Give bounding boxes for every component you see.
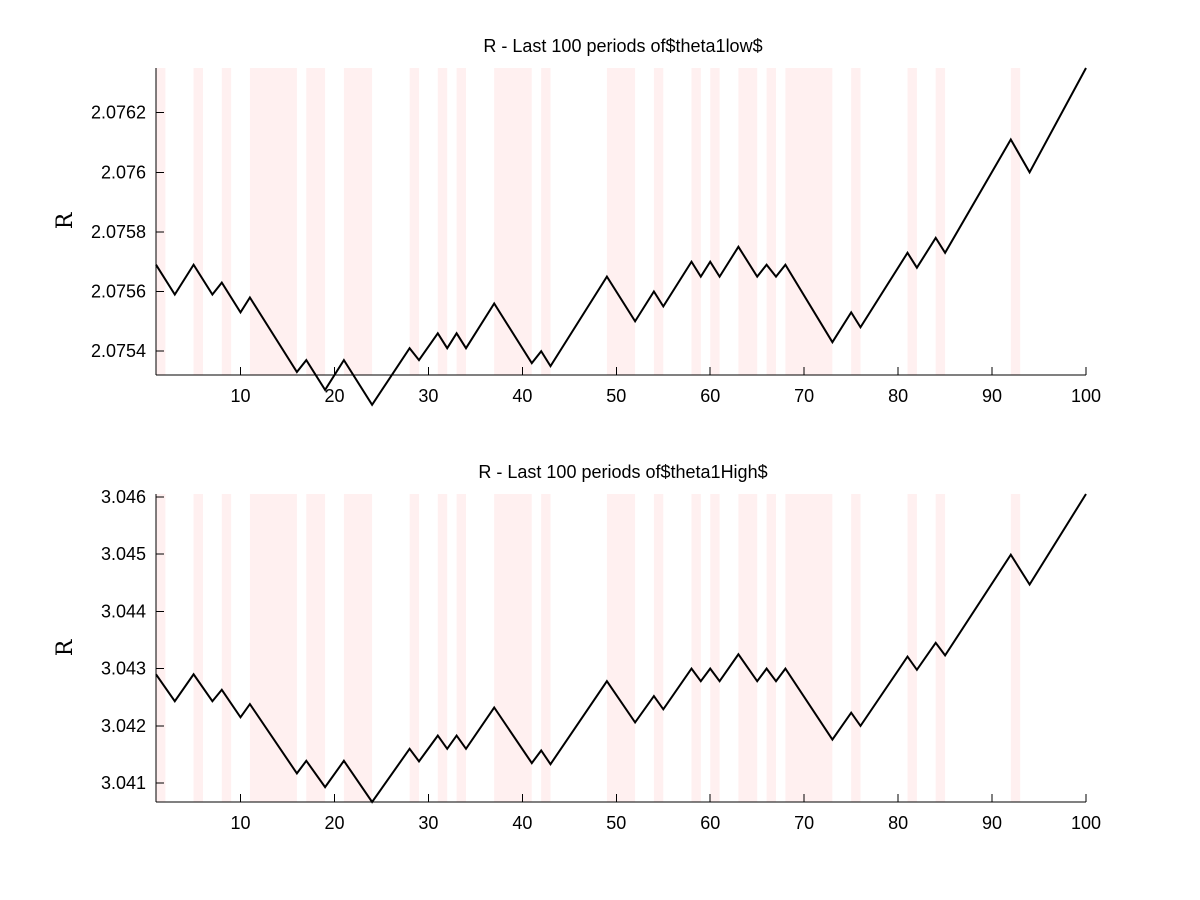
- shaded-band: [494, 494, 532, 802]
- x-tick-label: 100: [1071, 386, 1101, 406]
- shaded-band: [221, 68, 232, 375]
- y-tick-label: 2.0762: [91, 103, 146, 123]
- x-tick-label: 90: [982, 386, 1002, 406]
- shaded-band: [456, 68, 466, 375]
- shaded-band: [306, 68, 326, 375]
- shaded-band: [653, 494, 664, 802]
- x-tick-label: 70: [794, 813, 814, 833]
- shaded-band: [785, 494, 833, 802]
- shaded-band: [710, 68, 720, 375]
- y-tick-label: 2.0756: [91, 282, 146, 302]
- shaded-band: [766, 494, 776, 802]
- shaded-band: [437, 68, 448, 375]
- y-axis-label: R: [53, 638, 78, 656]
- shaded-band: [1010, 68, 1021, 375]
- shaded-band: [691, 494, 701, 802]
- x-tick-label: 30: [418, 813, 438, 833]
- shaded-band: [456, 494, 466, 802]
- series-line: [155, 67, 1087, 407]
- x-tick-label: 60: [700, 813, 720, 833]
- y-tick-label: 2.076: [101, 162, 146, 182]
- shaded-band: [343, 68, 373, 375]
- x-tick-label: 20: [324, 386, 344, 406]
- x-tick-label: 70: [794, 386, 814, 406]
- y-axis-label: R: [53, 211, 78, 229]
- x-tick-label: 80: [888, 386, 908, 406]
- shaded-band: [907, 68, 917, 375]
- x-tick-label: 50: [606, 813, 626, 833]
- x-tick-label: 20: [324, 813, 344, 833]
- y-tick-label: 3.045: [101, 544, 146, 564]
- shaded-band: [193, 68, 203, 375]
- shaded-band: [156, 68, 166, 375]
- y-tick-label: 3.046: [101, 487, 146, 507]
- y-tick-label: 2.0758: [91, 222, 146, 242]
- x-tick-label: 10: [231, 813, 251, 833]
- shaded-band: [738, 494, 758, 802]
- y-tick-label: 3.044: [101, 601, 146, 621]
- shaded-band: [907, 494, 917, 802]
- shaded-band: [935, 68, 946, 375]
- shaded-band: [710, 494, 720, 802]
- shaded-band: [249, 494, 297, 802]
- chart-panel-1: 10 20 30 40 50 60 70 80 90 100 2.0754 2.0756 2.0758 2…: [53, 36, 1101, 407]
- shaded-band: [541, 68, 551, 375]
- x-tick-label: 10: [231, 386, 251, 406]
- shaded-band: [409, 494, 420, 802]
- x-tick-label: 90: [982, 813, 1002, 833]
- shaded-band: [156, 494, 166, 802]
- x-tick-label: 40: [512, 386, 532, 406]
- shaded-band: [851, 494, 861, 802]
- shaded-band: [409, 68, 420, 375]
- shaded-band: [1010, 494, 1021, 802]
- shaded-band: [221, 494, 232, 802]
- y-tick-label: 3.041: [101, 773, 146, 793]
- x-tick-label: 100: [1071, 813, 1101, 833]
- x-tick-label: 80: [888, 813, 908, 833]
- shaded-band: [785, 68, 833, 375]
- shaded-band: [249, 68, 297, 375]
- shaded-band: [306, 494, 326, 802]
- shaded-band: [653, 68, 664, 375]
- shaded-band: [766, 68, 776, 375]
- series-line: [155, 493, 1087, 804]
- chart-title: R - Last 100 periods of$theta1High$: [478, 462, 767, 482]
- x-tick-label: 30: [418, 386, 438, 406]
- shaded-band: [606, 68, 636, 375]
- shaded-band: [606, 494, 636, 802]
- shaded-band: [437, 494, 448, 802]
- shaded-band: [691, 68, 701, 375]
- shaded-band: [343, 494, 373, 802]
- x-tick-label: 60: [700, 386, 720, 406]
- y-tick-label: 3.042: [101, 716, 146, 736]
- shaded-band: [193, 494, 203, 802]
- chart-panel-2: 10 20 30 40 50 60 70 80 90 100 3.041 3.042 3.043 3.04…: [53, 462, 1101, 833]
- shaded-band: [851, 68, 861, 375]
- chart-title: R - Last 100 periods of$theta1low$: [483, 36, 762, 56]
- x-tick-label: 40: [512, 813, 532, 833]
- y-tick-label: 2.0754: [91, 341, 146, 361]
- y-tick-label: 3.043: [101, 659, 146, 679]
- shaded-band: [494, 68, 532, 375]
- shaded-band: [738, 68, 758, 375]
- shaded-band: [541, 494, 551, 802]
- x-tick-label: 50: [606, 386, 626, 406]
